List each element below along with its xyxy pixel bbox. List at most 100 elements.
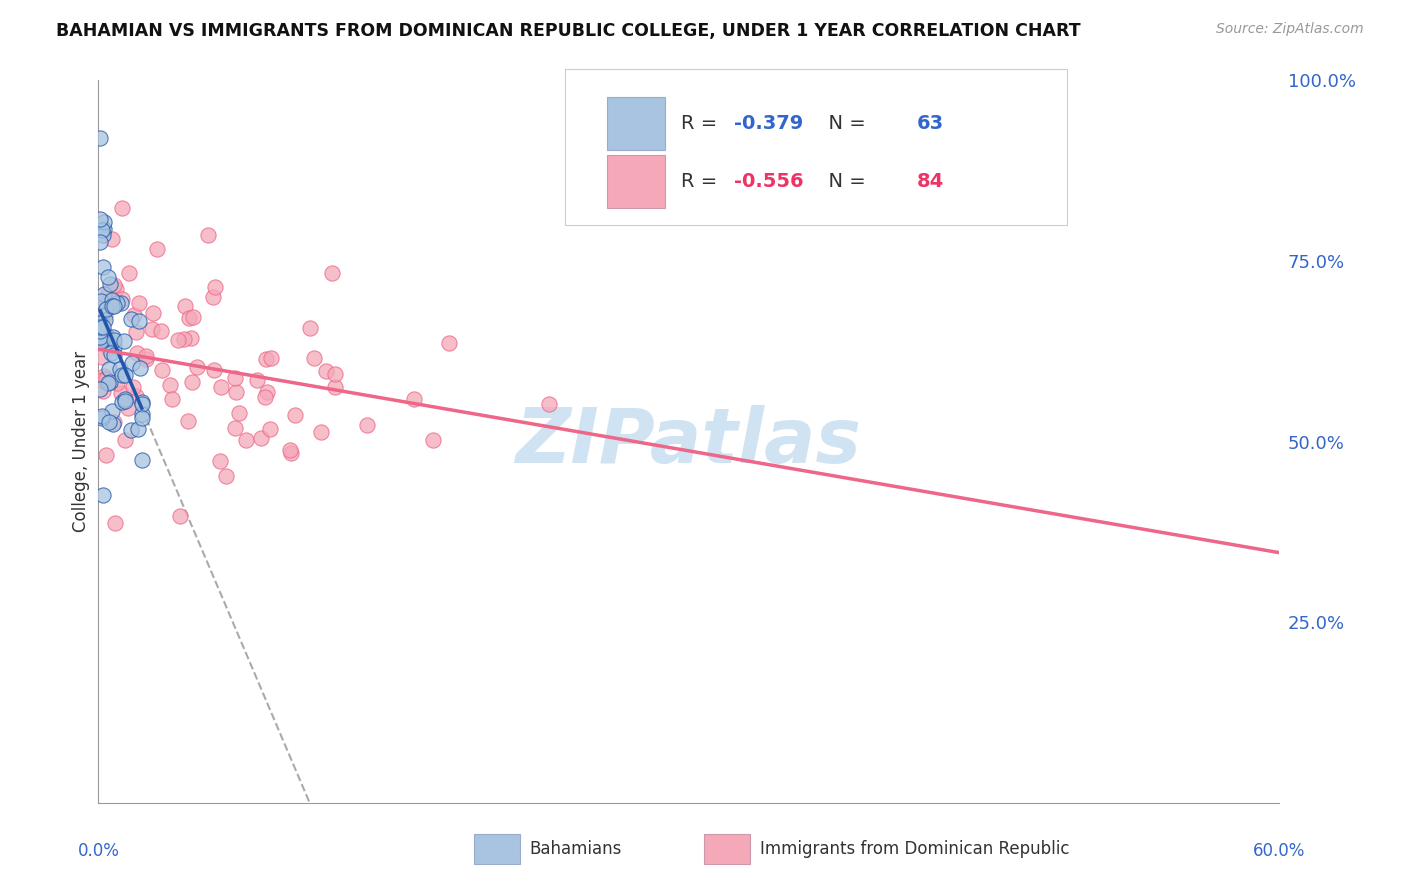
Point: [94, 328, 117, 343]
Point: [131, 395, 153, 409]
Point: [94, 449, 117, 463]
Point: [181, 310, 204, 325]
Point: [186, 360, 208, 375]
Point: [98, 361, 121, 376]
Point: [122, 380, 145, 394]
Text: 60.0%: 60.0%: [1253, 842, 1306, 860]
Point: [180, 331, 202, 345]
Y-axis label: College, Under 1 year: College, Under 1 year: [72, 351, 90, 533]
Point: [209, 380, 232, 394]
Point: [91, 228, 114, 243]
Point: [111, 368, 134, 383]
Point: [179, 310, 201, 325]
Point: [94, 371, 117, 385]
Point: [259, 422, 281, 436]
Point: [90, 334, 112, 349]
Point: [209, 454, 232, 468]
Point: [131, 397, 153, 411]
Point: [284, 408, 307, 422]
Text: Immigrants from Dominican Republic: Immigrants from Dominican Republic: [759, 840, 1070, 858]
Point: [225, 384, 247, 399]
Point: [97, 415, 120, 429]
Point: [280, 445, 302, 459]
Point: [202, 362, 225, 376]
Point: [90, 409, 112, 423]
Point: [111, 292, 134, 306]
Point: [141, 322, 163, 336]
Text: Bahamians: Bahamians: [530, 840, 621, 858]
Point: [304, 351, 326, 365]
Point: [176, 413, 198, 427]
Point: [89, 131, 111, 145]
FancyBboxPatch shape: [704, 834, 751, 864]
Point: [204, 280, 226, 294]
Point: [128, 296, 150, 310]
Point: [91, 319, 114, 334]
Text: 84: 84: [917, 172, 945, 191]
Point: [101, 293, 124, 307]
Point: [125, 389, 148, 403]
Point: [128, 314, 150, 328]
Point: [167, 333, 190, 347]
Point: [105, 295, 128, 310]
Point: [89, 317, 111, 331]
Point: [89, 235, 111, 250]
Point: [537, 397, 560, 411]
Point: [93, 286, 115, 301]
Point: [260, 351, 283, 365]
Text: R =: R =: [681, 172, 723, 191]
Point: [224, 371, 246, 385]
Point: [254, 352, 277, 367]
Text: Source: ZipAtlas.com: Source: ZipAtlas.com: [1216, 22, 1364, 37]
Point: [93, 313, 115, 327]
Text: BAHAMIAN VS IMMIGRANTS FROM DOMINICAN REPUBLIC COLLEGE, UNDER 1 YEAR CORRELATION: BAHAMIAN VS IMMIGRANTS FROM DOMINICAN RE…: [56, 22, 1081, 40]
Point: [93, 215, 115, 229]
Point: [100, 345, 122, 359]
Point: [228, 406, 250, 420]
Point: [215, 469, 238, 483]
Point: [89, 324, 111, 338]
Point: [100, 299, 122, 313]
Point: [149, 324, 172, 338]
Point: [110, 386, 132, 401]
Text: R =: R =: [681, 114, 723, 133]
Point: [93, 369, 115, 384]
Point: [117, 401, 139, 415]
Point: [101, 330, 124, 344]
Point: [105, 376, 128, 391]
Point: [422, 433, 444, 447]
Point: [101, 232, 124, 246]
Point: [278, 442, 301, 457]
Point: [91, 260, 114, 274]
Point: [91, 332, 114, 346]
Point: [94, 295, 117, 310]
Point: [90, 293, 112, 308]
Point: [224, 421, 246, 435]
Point: [108, 362, 131, 376]
Point: [321, 266, 343, 280]
Point: [93, 372, 115, 386]
Point: [91, 373, 114, 387]
Point: [89, 330, 111, 344]
Point: [89, 382, 111, 396]
Point: [91, 351, 114, 365]
Point: [160, 392, 183, 406]
Point: [256, 384, 278, 399]
Point: [103, 417, 125, 432]
Point: [131, 410, 153, 425]
Point: [131, 453, 153, 467]
FancyBboxPatch shape: [565, 70, 1067, 225]
Point: [173, 332, 195, 346]
Point: [98, 277, 121, 292]
Point: [169, 508, 191, 523]
Point: [105, 282, 128, 296]
Point: [437, 335, 460, 350]
Point: [89, 319, 111, 334]
Point: [124, 308, 146, 322]
Text: N =: N =: [817, 114, 873, 133]
Point: [91, 384, 114, 398]
Point: [93, 488, 115, 502]
Point: [97, 341, 120, 355]
Point: [402, 392, 425, 407]
Point: [101, 404, 124, 418]
